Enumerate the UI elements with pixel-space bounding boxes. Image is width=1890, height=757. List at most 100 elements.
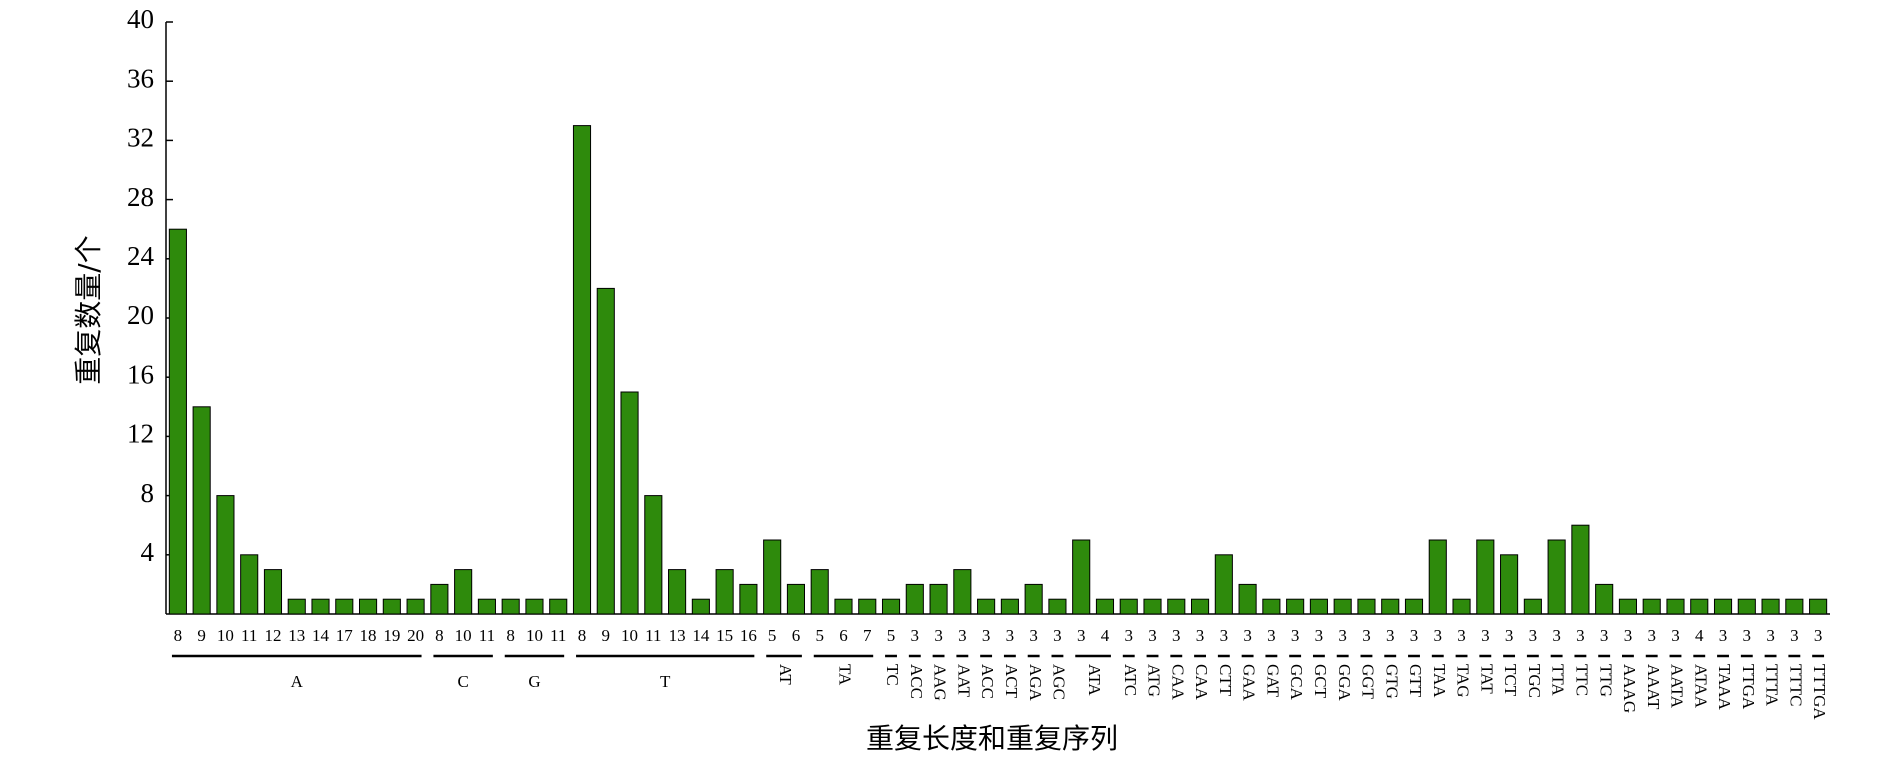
bar	[1143, 598, 1162, 615]
x-tick-label: 3	[1196, 626, 1205, 645]
bar	[1428, 539, 1447, 615]
x-tick-label: 5	[815, 626, 824, 645]
bar	[1737, 598, 1756, 615]
bar	[477, 598, 496, 615]
group-label: AAT	[954, 664, 973, 698]
x-tick-label: 13	[669, 626, 686, 645]
group-label: ACC	[907, 664, 926, 699]
group-label: ACC	[978, 664, 997, 699]
group-label: TAT	[1477, 664, 1496, 694]
bar	[691, 598, 710, 615]
group-label: GCT	[1311, 664, 1330, 699]
x-tick-label: 3	[958, 626, 967, 645]
y-tick-label: 20	[127, 300, 154, 330]
group-label: CAA	[1192, 664, 1211, 701]
group-label: CTT	[1216, 664, 1235, 697]
x-tick-label: 3	[1029, 626, 1038, 645]
bar	[1666, 598, 1685, 615]
bar	[1262, 598, 1281, 615]
bar	[1000, 598, 1019, 615]
x-tick-label: 10	[455, 626, 472, 645]
x-tick-label: 6	[839, 626, 848, 645]
x-tick-label: 19	[383, 626, 400, 645]
x-tick-label: 3	[1243, 626, 1252, 645]
bar	[382, 598, 401, 615]
group-label: C	[457, 672, 468, 691]
bar	[1048, 598, 1067, 615]
group-label: G	[528, 672, 540, 691]
group-label: GTG	[1382, 664, 1401, 699]
bar	[406, 598, 425, 615]
bar	[1452, 598, 1471, 615]
group-label: TAAA	[1715, 664, 1734, 711]
bar	[1690, 598, 1709, 615]
group-label: AATA	[1668, 664, 1687, 709]
group-label: TTA	[1549, 664, 1568, 696]
x-tick-label: 3	[1647, 626, 1656, 645]
x-tick-label: 4	[1695, 626, 1704, 645]
x-tick-label: 3	[1362, 626, 1371, 645]
y-tick-label: 36	[127, 63, 154, 93]
bar	[858, 598, 877, 615]
bar	[977, 598, 996, 615]
group-label: TTC	[1572, 664, 1591, 696]
bar	[786, 583, 806, 615]
x-tick-label: 3	[1766, 626, 1775, 645]
bar	[1500, 554, 1519, 615]
bar	[905, 583, 924, 615]
x-tick-label: 12	[264, 626, 281, 645]
bar	[358, 598, 378, 615]
bar	[240, 554, 259, 615]
group-label: TCT	[1501, 664, 1520, 697]
group-label: GGT	[1359, 664, 1378, 700]
bar	[1286, 598, 1305, 615]
bar	[501, 598, 520, 615]
bar	[834, 598, 853, 615]
bar	[1618, 598, 1638, 615]
group-label: GAA	[1240, 664, 1259, 702]
group-label: ATG	[1145, 664, 1164, 697]
x-tick-label: 11	[479, 626, 495, 645]
group-label: T	[660, 672, 671, 691]
group-label: AAG	[931, 664, 950, 701]
x-tick-label: 3	[1600, 626, 1609, 645]
bar	[572, 125, 592, 615]
bar	[596, 287, 615, 615]
x-tick-label: 3	[1267, 626, 1276, 645]
x-tick-label: 10	[526, 626, 543, 645]
x-tick-label: 3	[1434, 626, 1443, 645]
bar	[644, 495, 663, 615]
group-label: TTTC	[1786, 664, 1805, 707]
bar	[1713, 598, 1733, 615]
x-tick-label: 3	[1172, 626, 1181, 645]
x-tick-label: 7	[863, 626, 872, 645]
x-tick-label: 8	[578, 626, 587, 645]
bar	[668, 569, 687, 615]
x-tick-label: 10	[217, 626, 234, 645]
x-tick-label: 3	[1576, 626, 1585, 645]
bar	[168, 228, 187, 615]
x-tick-label: 9	[197, 626, 206, 645]
group-label: GAT	[1263, 664, 1282, 698]
x-tick-label: 6	[792, 626, 801, 645]
x-tick-label: 4	[1101, 626, 1110, 645]
bar	[1785, 598, 1804, 615]
bar	[1072, 539, 1091, 615]
bar	[1119, 598, 1138, 615]
y-tick-label: 16	[127, 359, 154, 389]
x-tick-label: 15	[716, 626, 733, 645]
bar	[1571, 524, 1590, 615]
bar	[1167, 598, 1186, 615]
bar	[1190, 598, 1210, 615]
group-label: TAA	[1430, 664, 1449, 698]
x-tick-label: 3	[1743, 626, 1752, 645]
bar	[1309, 598, 1328, 615]
x-tick-label: 3	[1457, 626, 1466, 645]
bar	[953, 569, 972, 615]
group-label: TC	[883, 664, 902, 686]
group-label: AT	[776, 664, 795, 685]
x-tick-label: 3	[1410, 626, 1419, 645]
x-tick-label: 5	[768, 626, 777, 645]
y-tick-label: 4	[141, 537, 155, 567]
